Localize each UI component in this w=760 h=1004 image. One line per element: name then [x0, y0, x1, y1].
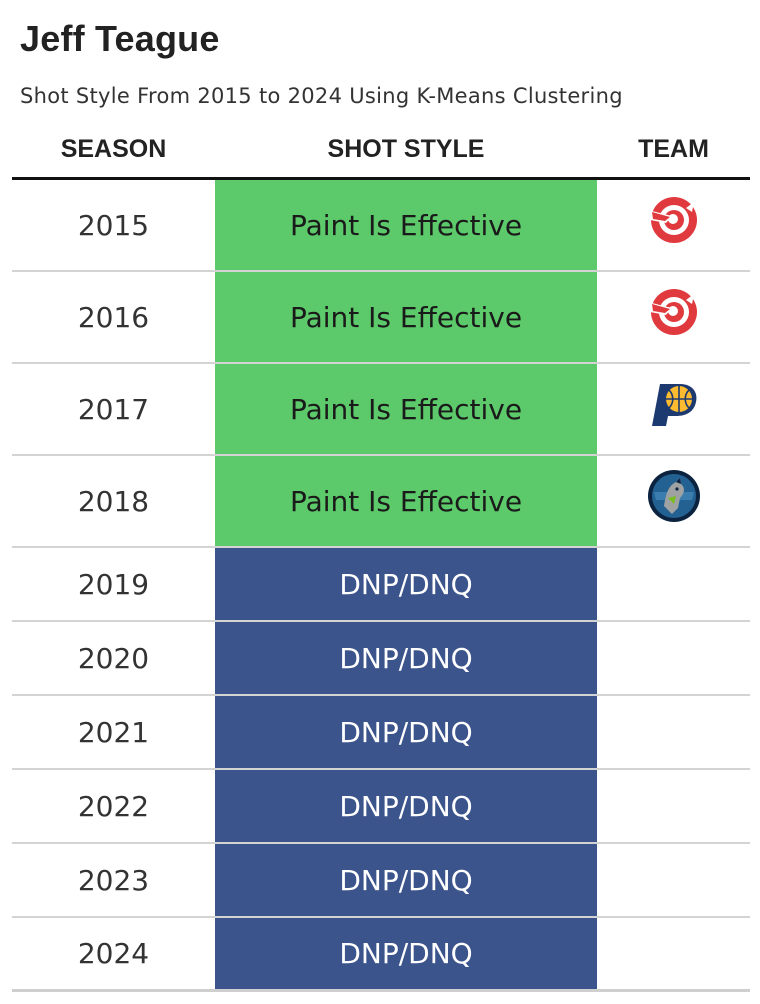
team-cell [597, 696, 750, 768]
season-table: 2015 Paint Is Effective 2016 Paint Is Effec… [12, 180, 750, 992]
team-cell [597, 918, 750, 989]
shot-style-cell: DNP/DNQ [215, 770, 597, 842]
season-cell: 2017 [77, 392, 150, 426]
season-cell: 2015 [77, 208, 150, 242]
season-cell: 2018 [77, 484, 150, 518]
team-cell [597, 770, 750, 842]
season-cell: 2022 [77, 789, 150, 823]
shot-style-cell: DNP/DNQ [215, 548, 597, 620]
table-row: 2018 Paint Is Effective [12, 456, 750, 548]
season-cell: 2020 [77, 641, 150, 675]
season-cell: 2023 [77, 863, 150, 897]
shot-style-cell: Paint Is Effective [215, 456, 597, 546]
table-row: 2019 DNP/DNQ [12, 548, 750, 622]
shot-style-cell: Paint Is Effective [215, 180, 597, 270]
shot-style-column-header: SHOT STYLE [327, 135, 485, 163]
minnesota-timberwolves-logo-icon [646, 468, 702, 528]
team-cell [597, 844, 750, 916]
header-divider [12, 177, 750, 180]
page-title: Jeff Teague [20, 18, 220, 59]
table-row: 2016 Paint Is Effective [12, 272, 750, 364]
team-cell [597, 272, 750, 362]
indiana-pacers-logo-icon [646, 376, 702, 436]
season-cell: 2024 [77, 937, 150, 970]
shot-style-cell: DNP/DNQ [215, 622, 597, 694]
table-row: 2021 DNP/DNQ [12, 696, 750, 770]
shot-style-cell: Paint Is Effective [215, 272, 597, 362]
team-cell [597, 364, 750, 454]
shot-style-cell: DNP/DNQ [215, 918, 597, 989]
shot-style-cell: Paint Is Effective [215, 364, 597, 454]
season-cell: 2021 [77, 715, 150, 749]
table-row: 2022 DNP/DNQ [12, 770, 750, 844]
shot-style-cell: DNP/DNQ [215, 844, 597, 916]
team-cell [597, 548, 750, 620]
season-column-header: SEASON [60, 135, 167, 163]
table-row: 2020 DNP/DNQ [12, 622, 750, 696]
page-subtitle: Shot Style From 2015 to 2024 Using K-Mea… [20, 84, 623, 108]
table-row: 2024 DNP/DNQ [12, 918, 750, 992]
atlanta-hawks-logo-icon [646, 192, 702, 252]
table-row: 2023 DNP/DNQ [12, 844, 750, 918]
team-cell [597, 622, 750, 694]
team-cell [597, 180, 750, 270]
season-cell: 2016 [77, 300, 150, 334]
team-cell [597, 456, 750, 546]
shot-style-cell: DNP/DNQ [215, 696, 597, 768]
atlanta-hawks-logo-icon [646, 284, 702, 344]
table-row: 2017 Paint Is Effective [12, 364, 750, 456]
table-row: 2015 Paint Is Effective [12, 180, 750, 272]
team-column-header: TEAM [638, 135, 709, 163]
season-cell: 2019 [77, 567, 150, 601]
